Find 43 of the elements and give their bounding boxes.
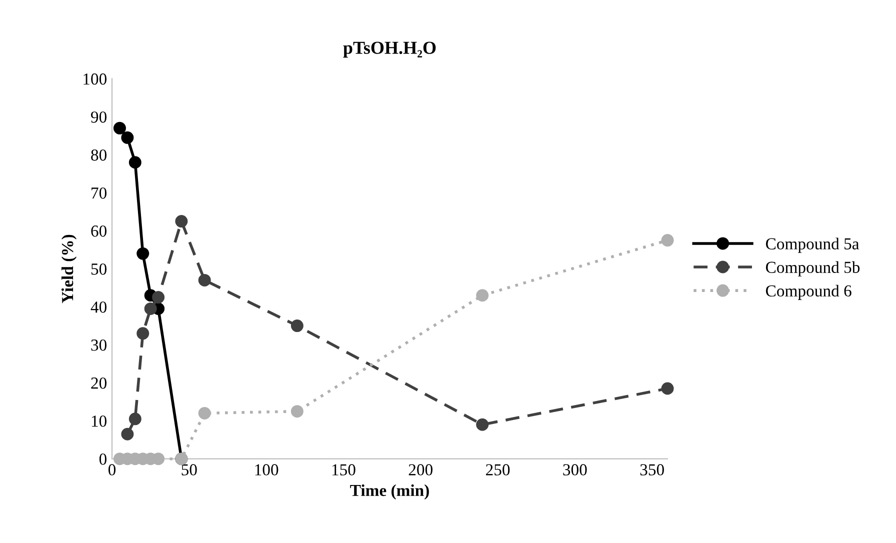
point xyxy=(121,131,134,144)
y-tick-label: 30 xyxy=(91,340,107,351)
x-tick-label: 300 xyxy=(563,464,587,476)
y-tick-label: 60 xyxy=(91,225,107,237)
point xyxy=(198,406,211,420)
y-axis-title: Yield (%) xyxy=(61,234,77,304)
x-axis-title: Time (min) xyxy=(350,484,429,500)
point xyxy=(290,320,304,332)
y-tick-label: 10 xyxy=(92,416,107,427)
x-tick-label: 200 xyxy=(408,464,432,476)
x-tick-label: 150 xyxy=(332,464,356,476)
point xyxy=(476,289,489,302)
y-tick-label: 0 xyxy=(99,454,107,465)
y-tick-label: 40 xyxy=(90,301,107,313)
legend-label: Compound 5b xyxy=(766,261,860,276)
x-tick-label: 100 xyxy=(255,464,278,476)
y-tick-label: 90 xyxy=(91,111,107,123)
point xyxy=(198,274,211,286)
y-tick-label: 20 xyxy=(91,378,107,389)
point xyxy=(661,234,674,247)
x-tick-label: 0 xyxy=(108,464,116,476)
y-tick-label: 100 xyxy=(84,73,107,85)
point xyxy=(121,428,134,440)
point xyxy=(128,412,142,426)
point xyxy=(136,327,150,340)
point xyxy=(113,122,126,134)
point xyxy=(152,291,165,304)
legend-label: Compound 5a xyxy=(766,238,860,253)
y-tick-label: 50 xyxy=(91,263,107,275)
legend-label: Compound 6 xyxy=(766,284,852,300)
x-tick-label: 250 xyxy=(486,464,510,476)
point xyxy=(290,405,304,418)
x-tick-label: 350 xyxy=(640,464,664,476)
y-tick-label: 80 xyxy=(91,149,107,161)
y-tick-label: 70 xyxy=(92,187,107,199)
point xyxy=(476,418,489,431)
point xyxy=(128,156,142,169)
point xyxy=(175,215,188,228)
chart-title: pTsOH.H₂O xyxy=(343,42,436,58)
point xyxy=(136,247,150,260)
point xyxy=(144,302,157,315)
point xyxy=(661,382,674,395)
x-tick-label: 50 xyxy=(182,464,197,476)
